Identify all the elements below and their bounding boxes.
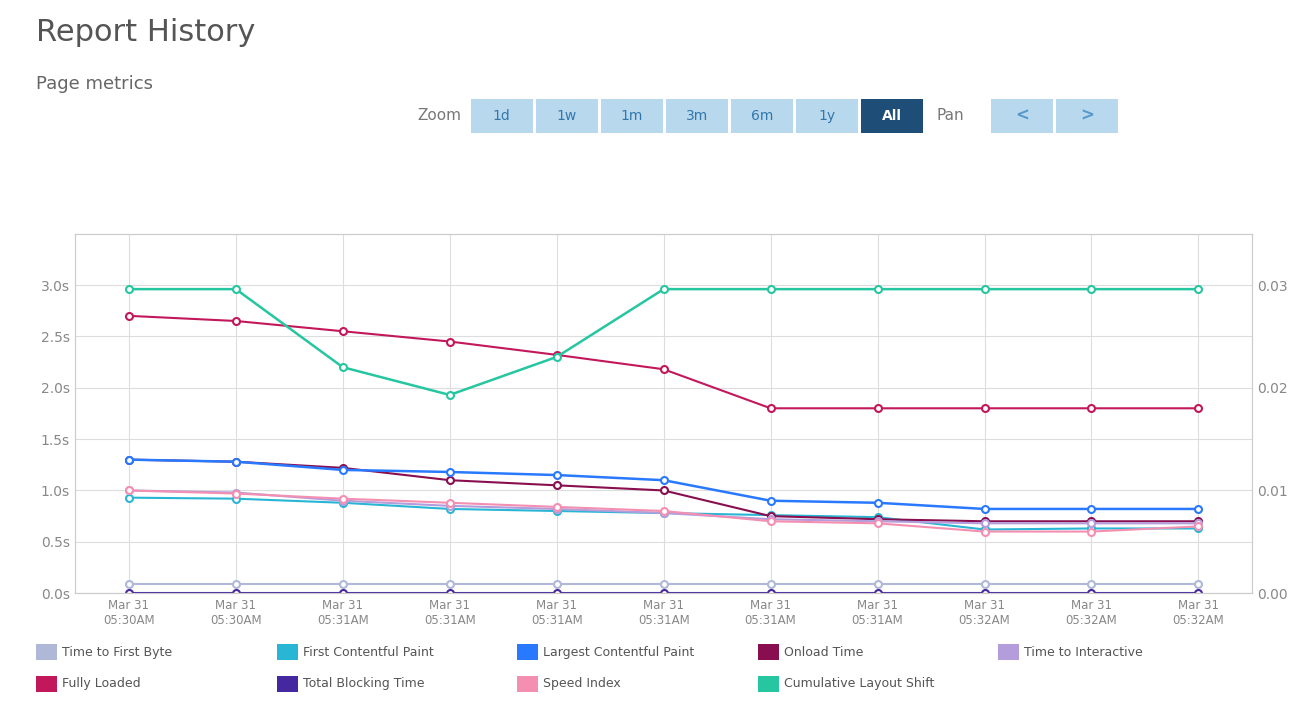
Text: Time to First Byte: Time to First Byte <box>62 646 173 659</box>
Text: Page metrics: Page metrics <box>36 75 153 93</box>
Text: Report History: Report History <box>36 18 256 47</box>
Text: 1d: 1d <box>493 109 511 123</box>
Text: First Contentful Paint: First Contentful Paint <box>303 646 434 659</box>
Text: >: > <box>1080 106 1093 125</box>
Text: 1y: 1y <box>818 109 836 123</box>
Text: Speed Index: Speed Index <box>543 677 621 690</box>
Text: Cumulative Layout Shift: Cumulative Layout Shift <box>784 677 935 690</box>
Text: 1m: 1m <box>620 109 644 123</box>
Text: Onload Time: Onload Time <box>784 646 863 659</box>
Text: Total Blocking Time: Total Blocking Time <box>303 677 424 690</box>
Text: 6m: 6m <box>750 109 773 123</box>
Text: All: All <box>881 109 902 123</box>
Text: Time to Interactive: Time to Interactive <box>1024 646 1143 659</box>
Text: Pan: Pan <box>936 109 963 123</box>
Text: Zoom: Zoom <box>417 109 462 123</box>
Text: 3m: 3m <box>685 109 708 123</box>
Text: <: < <box>1015 106 1028 125</box>
Text: 1w: 1w <box>556 109 577 123</box>
Text: Largest Contentful Paint: Largest Contentful Paint <box>543 646 694 659</box>
Text: Fully Loaded: Fully Loaded <box>62 677 140 690</box>
